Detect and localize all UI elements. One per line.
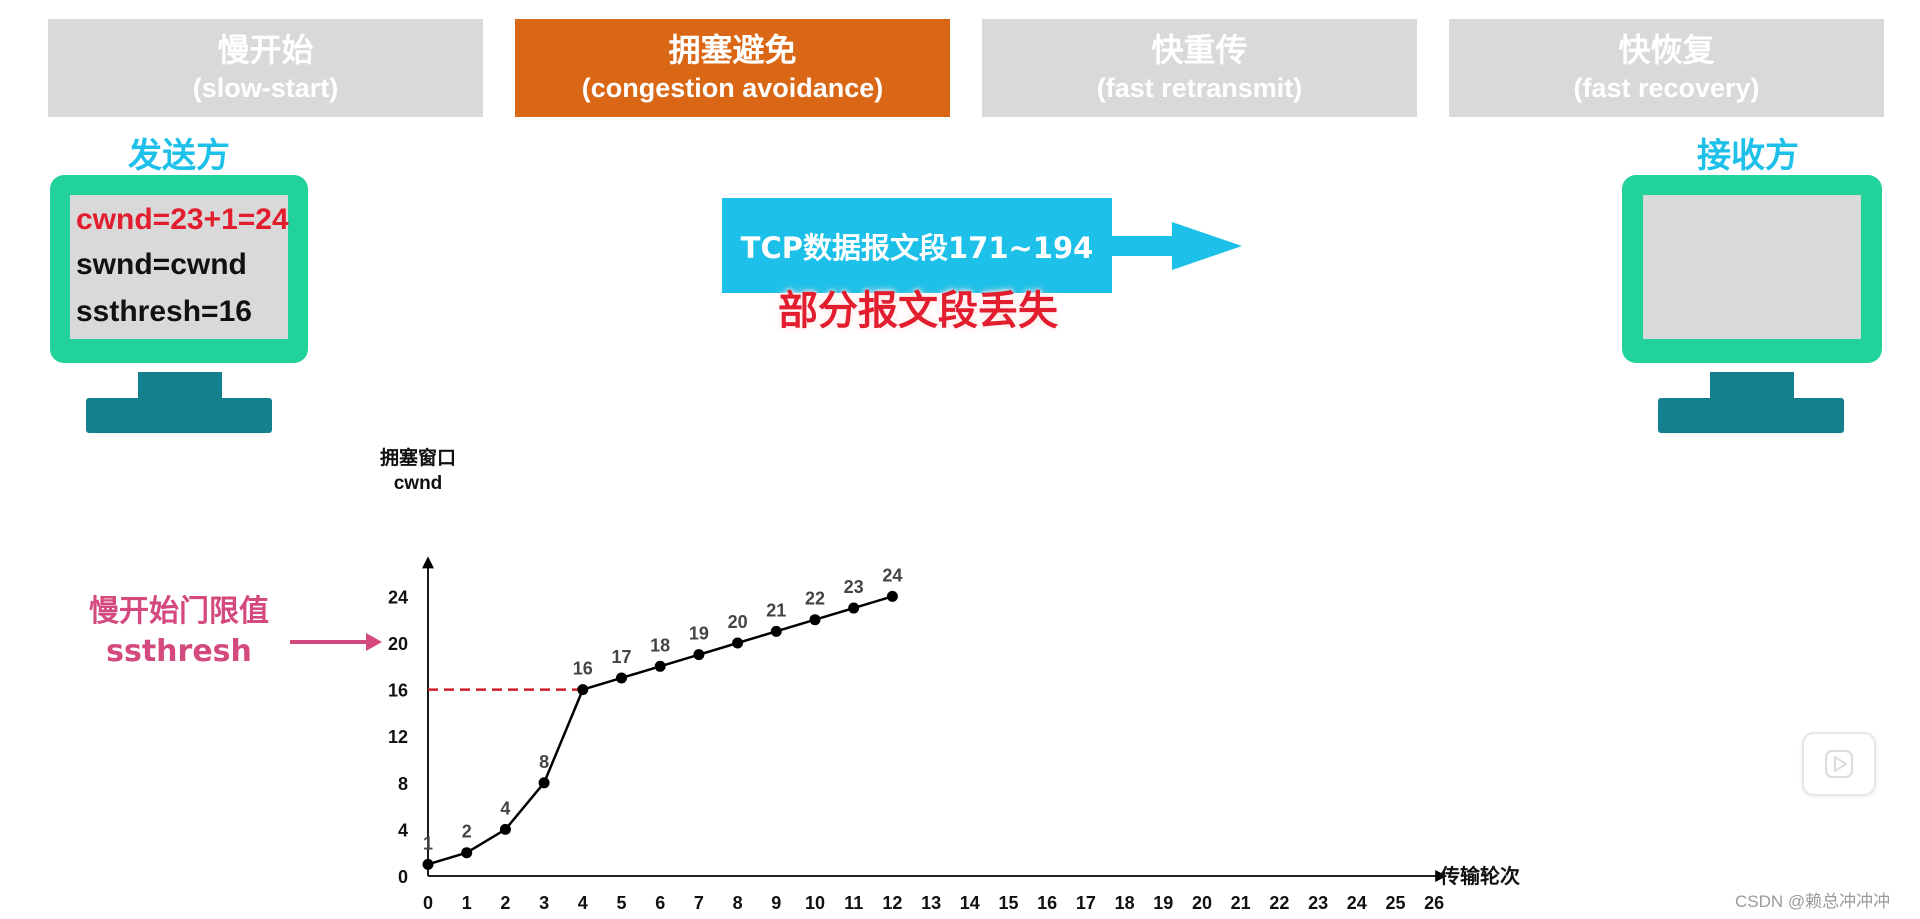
sender-monitor-neck bbox=[138, 372, 222, 398]
sender-monitor-base bbox=[86, 398, 272, 433]
data-point bbox=[732, 637, 744, 649]
receiver-monitor-screen bbox=[1643, 195, 1861, 339]
tab-slow-start-en: (slow-start) bbox=[192, 73, 339, 103]
y-axis-arrow bbox=[422, 556, 434, 569]
watermark: CSDN @赖总冲冲冲 bbox=[1735, 892, 1891, 911]
data-point bbox=[499, 823, 511, 835]
data-label: 22 bbox=[805, 589, 825, 609]
x-tick-label: 21 bbox=[1231, 893, 1251, 913]
x-tick-label: 12 bbox=[882, 893, 902, 913]
data-label: 1 bbox=[423, 833, 433, 853]
data-label: 2 bbox=[462, 822, 472, 842]
data-point bbox=[538, 777, 550, 789]
data-label: 16 bbox=[573, 659, 593, 679]
ssthresh-annotation-line2: ssthresh bbox=[106, 634, 252, 669]
data-point bbox=[770, 625, 782, 637]
data-label: 18 bbox=[650, 635, 670, 655]
data-point bbox=[886, 590, 898, 602]
x-tick-label: 11 bbox=[844, 893, 863, 913]
y-tick-label: 20 bbox=[388, 634, 408, 654]
tab-fast-retransmit[interactable]: 快重传 (fast retransmit) bbox=[982, 19, 1417, 117]
x-tick-label: 9 bbox=[771, 893, 781, 913]
tab-slow-start-zh: 慢开始 bbox=[217, 31, 314, 69]
data-point bbox=[616, 672, 627, 684]
x-tick-label: 10 bbox=[805, 893, 825, 913]
x-tick-label: 24 bbox=[1347, 893, 1367, 913]
x-tick-label: 15 bbox=[998, 893, 1018, 913]
x-tick-label: 3 bbox=[539, 893, 549, 913]
y-tick-label: 4 bbox=[398, 820, 408, 840]
data-label: 17 bbox=[611, 647, 631, 667]
video-play-button[interactable] bbox=[1802, 732, 1876, 796]
x-tick-label: 19 bbox=[1153, 893, 1173, 913]
data-label: 20 bbox=[728, 612, 748, 632]
x-tick-label: 5 bbox=[616, 893, 626, 913]
y-tick-label: 8 bbox=[398, 774, 408, 794]
packet-segment: TCP数据报文段171~194 bbox=[722, 198, 1112, 293]
y-axis-unit: cwnd bbox=[394, 473, 443, 494]
x-axis-label: 传输轮次 bbox=[1439, 864, 1520, 888]
x-tick-label: 23 bbox=[1308, 893, 1328, 913]
sender-label: 发送方 bbox=[128, 136, 230, 176]
packet-arrow-icon bbox=[1110, 222, 1242, 270]
x-tick-label: 20 bbox=[1192, 893, 1212, 913]
x-tick-label: 13 bbox=[921, 893, 941, 913]
cwnd-line: cwnd=23+1=24 bbox=[76, 203, 289, 236]
swnd-line: swnd=cwnd bbox=[76, 248, 247, 281]
ssthresh-annotation-line1: 慢开始门限值 bbox=[89, 594, 269, 629]
data-label: 4 bbox=[500, 798, 510, 818]
x-tick-label: 0 bbox=[423, 893, 433, 913]
receiver-monitor-neck bbox=[1710, 372, 1794, 398]
x-tick-label: 26 bbox=[1424, 893, 1444, 913]
ssthresh-line: ssthresh=16 bbox=[76, 295, 252, 328]
x-tick-label: 2 bbox=[500, 893, 510, 913]
data-label: 19 bbox=[689, 624, 709, 644]
data-label: 21 bbox=[766, 600, 786, 620]
tab-slow-start[interactable]: 慢开始 (slow-start) bbox=[48, 19, 483, 117]
x-tick-label: 17 bbox=[1076, 893, 1096, 913]
y-tick-label: 0 bbox=[398, 867, 408, 887]
receiver-monitor-base bbox=[1658, 398, 1844, 433]
x-tick-label: 8 bbox=[733, 893, 743, 913]
y-tick-label: 16 bbox=[388, 681, 408, 701]
data-point bbox=[461, 847, 473, 859]
x-tick-label: 18 bbox=[1115, 893, 1135, 913]
x-tick-label: 7 bbox=[694, 893, 704, 913]
data-point bbox=[577, 684, 589, 696]
x-tick-label: 25 bbox=[1385, 893, 1405, 913]
tab-congestion-avoidance[interactable]: 拥塞避免 (congestion avoidance) bbox=[515, 19, 950, 117]
data-label: 24 bbox=[882, 565, 902, 585]
tab-fast-recovery[interactable]: 快恢复 (fast recovery) bbox=[1449, 19, 1884, 117]
data-point bbox=[693, 649, 705, 661]
x-tick-label: 4 bbox=[578, 893, 588, 913]
tab-fast-retransmit-en: (fast retransmit) bbox=[1096, 73, 1303, 103]
x-tick-label: 14 bbox=[960, 893, 980, 913]
y-tick-label: 12 bbox=[388, 727, 408, 747]
ssthresh-pointer-arrow-icon bbox=[290, 633, 382, 651]
data-point bbox=[654, 660, 666, 672]
data-label: 8 bbox=[539, 752, 549, 772]
tab-congestion-avoidance-en: (congestion avoidance) bbox=[581, 73, 884, 103]
x-tick-label: 6 bbox=[655, 893, 665, 913]
tab-fast-retransmit-zh: 快重传 bbox=[1151, 31, 1248, 69]
ssthresh-annotation: 慢开始门限值 ssthresh bbox=[84, 592, 274, 672]
sender-monitor-screen bbox=[70, 195, 288, 339]
packet-loss-status: 部分报文段丢失 bbox=[778, 288, 1058, 334]
x-tick-label: 16 bbox=[1037, 893, 1057, 913]
receiver-label: 接收方 bbox=[1697, 136, 1799, 176]
data-point bbox=[422, 858, 434, 870]
data-point bbox=[848, 602, 860, 614]
tab-congestion-avoidance-zh: 拥塞避免 bbox=[668, 31, 797, 69]
x-tick-label: 22 bbox=[1269, 893, 1289, 913]
x-axis-arrow bbox=[1435, 870, 1448, 882]
data-point bbox=[809, 614, 821, 626]
tab-fast-recovery-zh: 快恢复 bbox=[1618, 31, 1715, 69]
tab-fast-recovery-en: (fast recovery) bbox=[1573, 73, 1760, 103]
data-label: 23 bbox=[844, 577, 864, 597]
x-tick-label: 1 bbox=[462, 893, 472, 913]
y-tick-label: 24 bbox=[388, 587, 408, 607]
play-icon bbox=[1825, 750, 1853, 778]
y-axis-label: 拥塞窗口 bbox=[380, 446, 456, 469]
